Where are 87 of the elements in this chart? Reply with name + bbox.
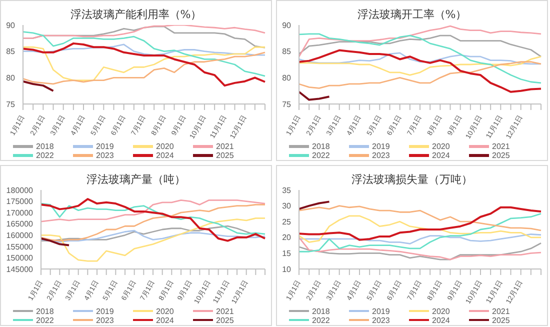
line-series [22,31,266,77]
legend-label: 2025 [216,316,234,324]
legend-label: 2023 [96,151,114,160]
line-series [298,214,542,242]
line-series [298,52,542,65]
line-series [298,33,542,84]
line-series [22,46,266,81]
y-tick-label: 15 [282,248,292,258]
chart-title: 浮法玻璃开工率（%） [356,7,468,22]
line-series [22,44,266,56]
y-tick-label: 80 [6,74,16,83]
legend-label: 2022 [36,316,54,324]
legend-label: 2024 [432,316,450,324]
y-tick-label: 75 [282,100,292,109]
chart-title: 浮法玻璃损失量（万吨） [350,172,474,186]
line-series [298,49,542,93]
legend-label: 2024 [156,151,174,160]
line-series [298,236,542,260]
legend-label: 2023 [372,151,390,160]
legend-label: 2020 [156,142,174,151]
y-tick-label: 160000 [6,230,34,240]
legend-label: 2018 [312,142,330,151]
legend-label: 2019 [96,142,114,151]
line-series [40,198,266,222]
legend-label: 2020 [156,306,174,316]
legend-label: 2019 [372,306,390,316]
y-tick-label: 80 [282,74,292,83]
line-series [298,233,542,244]
y-tick-label: 155000 [6,242,34,251]
line-series [22,52,266,85]
line-series [298,56,542,76]
line-series [298,90,330,101]
y-tick-label: 30 [282,201,292,210]
line-series [40,217,266,262]
line-series [40,237,70,246]
y-tick-label: 35 [282,185,292,194]
line-series [298,61,542,89]
legend-label: 2024 [432,151,450,160]
legend-label: 2021 [216,306,234,316]
legend-label: 2020 [432,142,450,151]
y-tick-label: 85 [6,47,16,56]
line-series [40,224,266,241]
legend-label: 2018 [312,306,330,316]
line-series [298,242,542,260]
line-series [22,25,266,39]
y-tick-label: 10 [282,264,292,274]
legend-label: 2023 [372,316,390,324]
line-series [298,212,542,252]
legend-label: 2021 [492,142,510,151]
chart-title: 浮法玻璃产能利用率（%） [69,7,203,22]
line-series [22,42,266,87]
legend-label: 2021 [492,306,510,316]
legend-label: 2020 [432,306,450,316]
y-tick-label: 145000 [6,264,34,274]
line-series [40,229,266,242]
legend-label: 2025 [492,316,510,324]
y-tick-label: 90 [282,20,292,30]
y-tick-label: 85 [282,47,292,56]
legend-label: 2022 [312,151,330,160]
line-series [298,206,542,240]
legend-label: 2024 [156,316,174,324]
legend-label: 2023 [96,316,114,324]
y-tick-label: 175000 [6,196,34,206]
chart-title: 浮法玻璃产量（吨） [86,172,186,186]
y-tick-label: 20 [282,232,292,242]
y-tick-label: 150000 [6,253,34,262]
legend-label: 2025 [492,151,510,160]
legend-label: 2019 [372,142,390,151]
y-tick-label: 75 [6,100,16,109]
legend-label: 2022 [312,316,330,324]
y-tick-label: 90 [6,20,16,30]
line-series [298,34,542,58]
line-series [298,200,330,210]
y-tick-label: 25 [282,216,292,226]
line-series [40,202,266,234]
legend-label: 2021 [216,142,234,151]
legend-label: 2019 [96,306,114,316]
legend-label: 2025 [216,151,234,160]
line-series [298,25,542,58]
line-series [22,80,54,92]
legend-label: 2018 [36,306,54,316]
y-tick-label: 165000 [6,219,34,228]
y-tick-label: 180000 [6,185,34,194]
line-series [298,204,542,231]
y-tick-label: 170000 [6,208,34,217]
legend-label: 2022 [36,151,54,160]
legend-label: 2018 [36,142,54,151]
